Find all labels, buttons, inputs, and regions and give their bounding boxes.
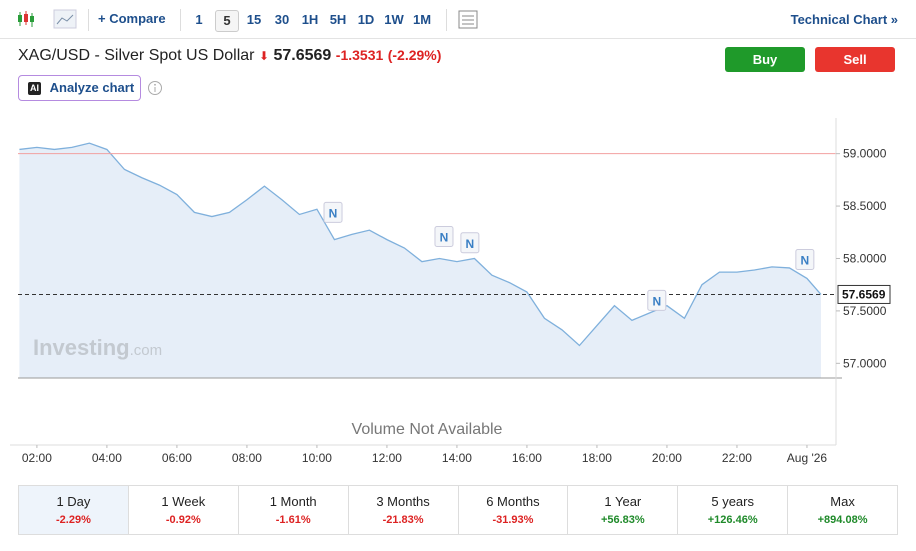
- period-label: 1 Month: [269, 494, 317, 509]
- period-change: +56.83%: [600, 514, 645, 526]
- info-icon[interactable]: [147, 80, 163, 96]
- news-marker: [460, 232, 480, 254]
- news-marker: [647, 289, 667, 311]
- interval-button[interactable]: 1M: [412, 12, 432, 27]
- price-change: -1.3531: [335, 47, 384, 63]
- interval-button[interactable]: 1H: [301, 12, 319, 27]
- period-change: -1.61%: [275, 514, 311, 526]
- x-tick-label: 12:00: [372, 451, 402, 465]
- x-tick-label: Aug '26: [787, 451, 828, 465]
- current-price-box: [837, 284, 891, 304]
- news-marker: [434, 225, 454, 247]
- chart-type-icons[interactable]: [16, 9, 80, 29]
- watermark-suffix: .com: [130, 342, 163, 359]
- period-label: 1 Day: [56, 494, 91, 509]
- period-change: -31.93%: [492, 514, 534, 526]
- interval-button[interactable]: 5: [215, 10, 239, 32]
- price-chart: 59.0000 58.5000 58.0000 57.5000 57.0000 57.65…: [10, 118, 891, 465]
- interval-button[interactable]: 1D: [357, 12, 375, 27]
- technical-chart-link[interactable]: Technical Chart »: [790, 12, 898, 27]
- y-tick-label: 57.5000: [843, 304, 887, 318]
- x-tick-label: 08:00: [232, 451, 262, 465]
- watermark-brand: Investing: [33, 335, 130, 360]
- sell-button[interactable]: Sell: [815, 47, 895, 72]
- quote-header: XAG/USD - Silver Spot US Dollar ⬇ 57.656…: [18, 47, 441, 65]
- y-tick-label: 58.0000: [843, 251, 887, 265]
- period-cell[interactable]: 5 years +126.46%: [678, 486, 789, 534]
- period-cell[interactable]: 1 Week -0.92%: [129, 486, 239, 534]
- x-tick-label: 18:00: [582, 451, 612, 465]
- period-label: 3 Months: [376, 494, 430, 509]
- x-tick-label: 10:00: [302, 451, 332, 465]
- period-cell[interactable]: 1 Day -2.29%: [19, 486, 129, 534]
- period-label: 1 Week: [161, 494, 206, 509]
- interval-button[interactable]: 30: [274, 12, 290, 27]
- interval-button[interactable]: 1: [195, 12, 203, 27]
- news-marker-label: N: [466, 237, 475, 251]
- interval-button[interactable]: 1W: [384, 12, 404, 27]
- y-tick-label: 59.0000: [843, 147, 887, 161]
- period-change: -2.29%: [56, 514, 91, 526]
- price-line: [19, 142, 822, 347]
- technical-chart-label: Technical Chart: [790, 12, 888, 27]
- down-arrow: ⬇: [258, 49, 270, 63]
- price-change-pct: (-2.29%): [387, 47, 442, 63]
- period-performance: 1 Day -2.29% 1 Week -0.92% 1 Month -1.61% 3 Mo…: [18, 485, 898, 535]
- period-change: -21.83%: [382, 514, 424, 526]
- period-cell[interactable]: 1 Year +56.83%: [568, 486, 679, 534]
- interval-button[interactable]: 5H: [329, 12, 347, 27]
- news-marker-label: N: [652, 294, 661, 308]
- period-label: Max: [830, 494, 855, 509]
- watermark: Investing.com: [33, 335, 162, 360]
- period-cell[interactable]: 3 Months -21.83%: [349, 486, 459, 534]
- toolbar: + Compare 1 5 15 30 1H 5H 1D 1W 1M Technical Cha…: [0, 0, 916, 39]
- volume-note: Volume Not Available: [352, 421, 503, 438]
- period-label: 6 Months: [486, 494, 540, 509]
- news-marker-label: N: [801, 254, 810, 268]
- interval-button[interactable]: 15: [246, 12, 262, 27]
- news-marker-label: N: [329, 206, 338, 220]
- layout-icon[interactable]: [458, 10, 480, 30]
- period-label: 5 years: [711, 494, 754, 509]
- period-change: -0.92%: [165, 514, 201, 526]
- analyze-chart-button[interactable]: AI Analyze chart: [18, 75, 141, 101]
- period-change: +126.46%: [707, 514, 758, 526]
- x-tick-label: 14:00: [442, 451, 472, 465]
- x-tick-label: 20:00: [652, 451, 682, 465]
- buy-button[interactable]: Buy: [725, 47, 805, 72]
- period-label: 1 Year: [604, 494, 642, 509]
- price: 57.6569: [273, 47, 332, 64]
- instrument-title: XAG/USD - Silver Spot US Dollar: [18, 47, 255, 64]
- x-tick-label: 02:00: [22, 451, 52, 465]
- ai-badge: AI: [28, 82, 41, 95]
- compare-label: Compare: [109, 11, 166, 26]
- news-marker: [795, 249, 815, 271]
- analyze-label: Analyze chart: [49, 80, 135, 95]
- period-cell[interactable]: 1 Month -1.61%: [239, 486, 349, 534]
- y-tick-label: 58.5000: [843, 199, 887, 213]
- x-tick-label: 22:00: [722, 451, 752, 465]
- y-tick-label: 57.0000: [843, 356, 887, 370]
- period-cell[interactable]: 6 Months -31.93%: [459, 486, 569, 534]
- x-tick-label: 04:00: [92, 451, 122, 465]
- x-tick-label: 06:00: [162, 451, 192, 465]
- x-tick-label: 16:00: [512, 451, 542, 465]
- period-change: +894.08%: [817, 514, 868, 526]
- current-price-label: 57.6569: [842, 287, 886, 301]
- compare-button[interactable]: + Compare: [98, 11, 166, 26]
- period-cell[interactable]: Max +894.08%: [788, 486, 897, 534]
- news-marker: [323, 201, 343, 223]
- news-marker-label: N: [440, 230, 449, 244]
